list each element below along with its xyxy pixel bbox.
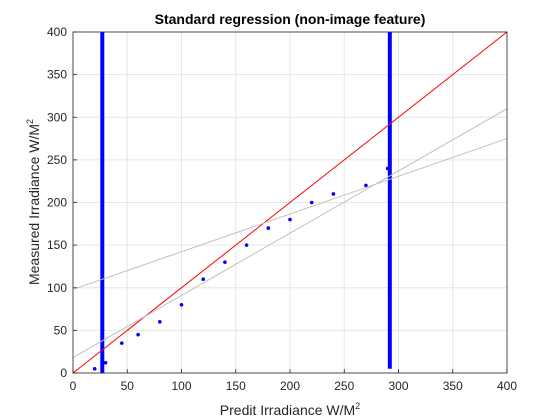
y-tick-label: 200 (47, 196, 67, 210)
x-tick-label: 300 (388, 379, 408, 393)
x-tick-label: 400 (497, 379, 517, 393)
data-point (223, 260, 227, 264)
data-point (136, 333, 140, 337)
y-axis-ticks: 0 50 100 150 200 250 300 350 400 (47, 25, 77, 380)
data-point (93, 367, 97, 371)
data-point (310, 201, 314, 205)
data-point (180, 303, 184, 307)
y-axis-label: Measured Irradiance W/M2 (25, 119, 42, 285)
data-point (158, 320, 162, 324)
x-tick-label: 250 (334, 379, 354, 393)
x-tick-label: 350 (443, 379, 463, 393)
x-tick-label: 0 (70, 379, 77, 393)
y-tick-label: 100 (47, 281, 67, 295)
data-point (267, 226, 271, 230)
vertical-point-band (388, 32, 392, 369)
y-tick-label: 0 (60, 366, 67, 380)
data-point (120, 341, 124, 345)
x-tick-label: 50 (121, 379, 135, 393)
y-tick-label: 400 (47, 25, 67, 39)
vertical-point-band (100, 32, 104, 373)
y-tick-label: 300 (47, 110, 67, 124)
data-point (201, 277, 205, 281)
x-tick-label: 150 (226, 379, 246, 393)
data-point (245, 243, 249, 247)
data-point (288, 218, 292, 222)
x-axis-label: Predit Irradiance W/M2 (220, 401, 360, 418)
y-tick-label: 50 (54, 323, 68, 337)
x-tick-label: 100 (171, 379, 191, 393)
y-tick-label: 350 (47, 68, 67, 82)
y-tick-label: 150 (47, 238, 67, 252)
data-point (332, 192, 336, 196)
y-tick-label: 250 (47, 153, 67, 167)
x-tick-label: 200 (280, 379, 300, 393)
chart-title: Standard regression (non-image feature) (155, 11, 426, 27)
